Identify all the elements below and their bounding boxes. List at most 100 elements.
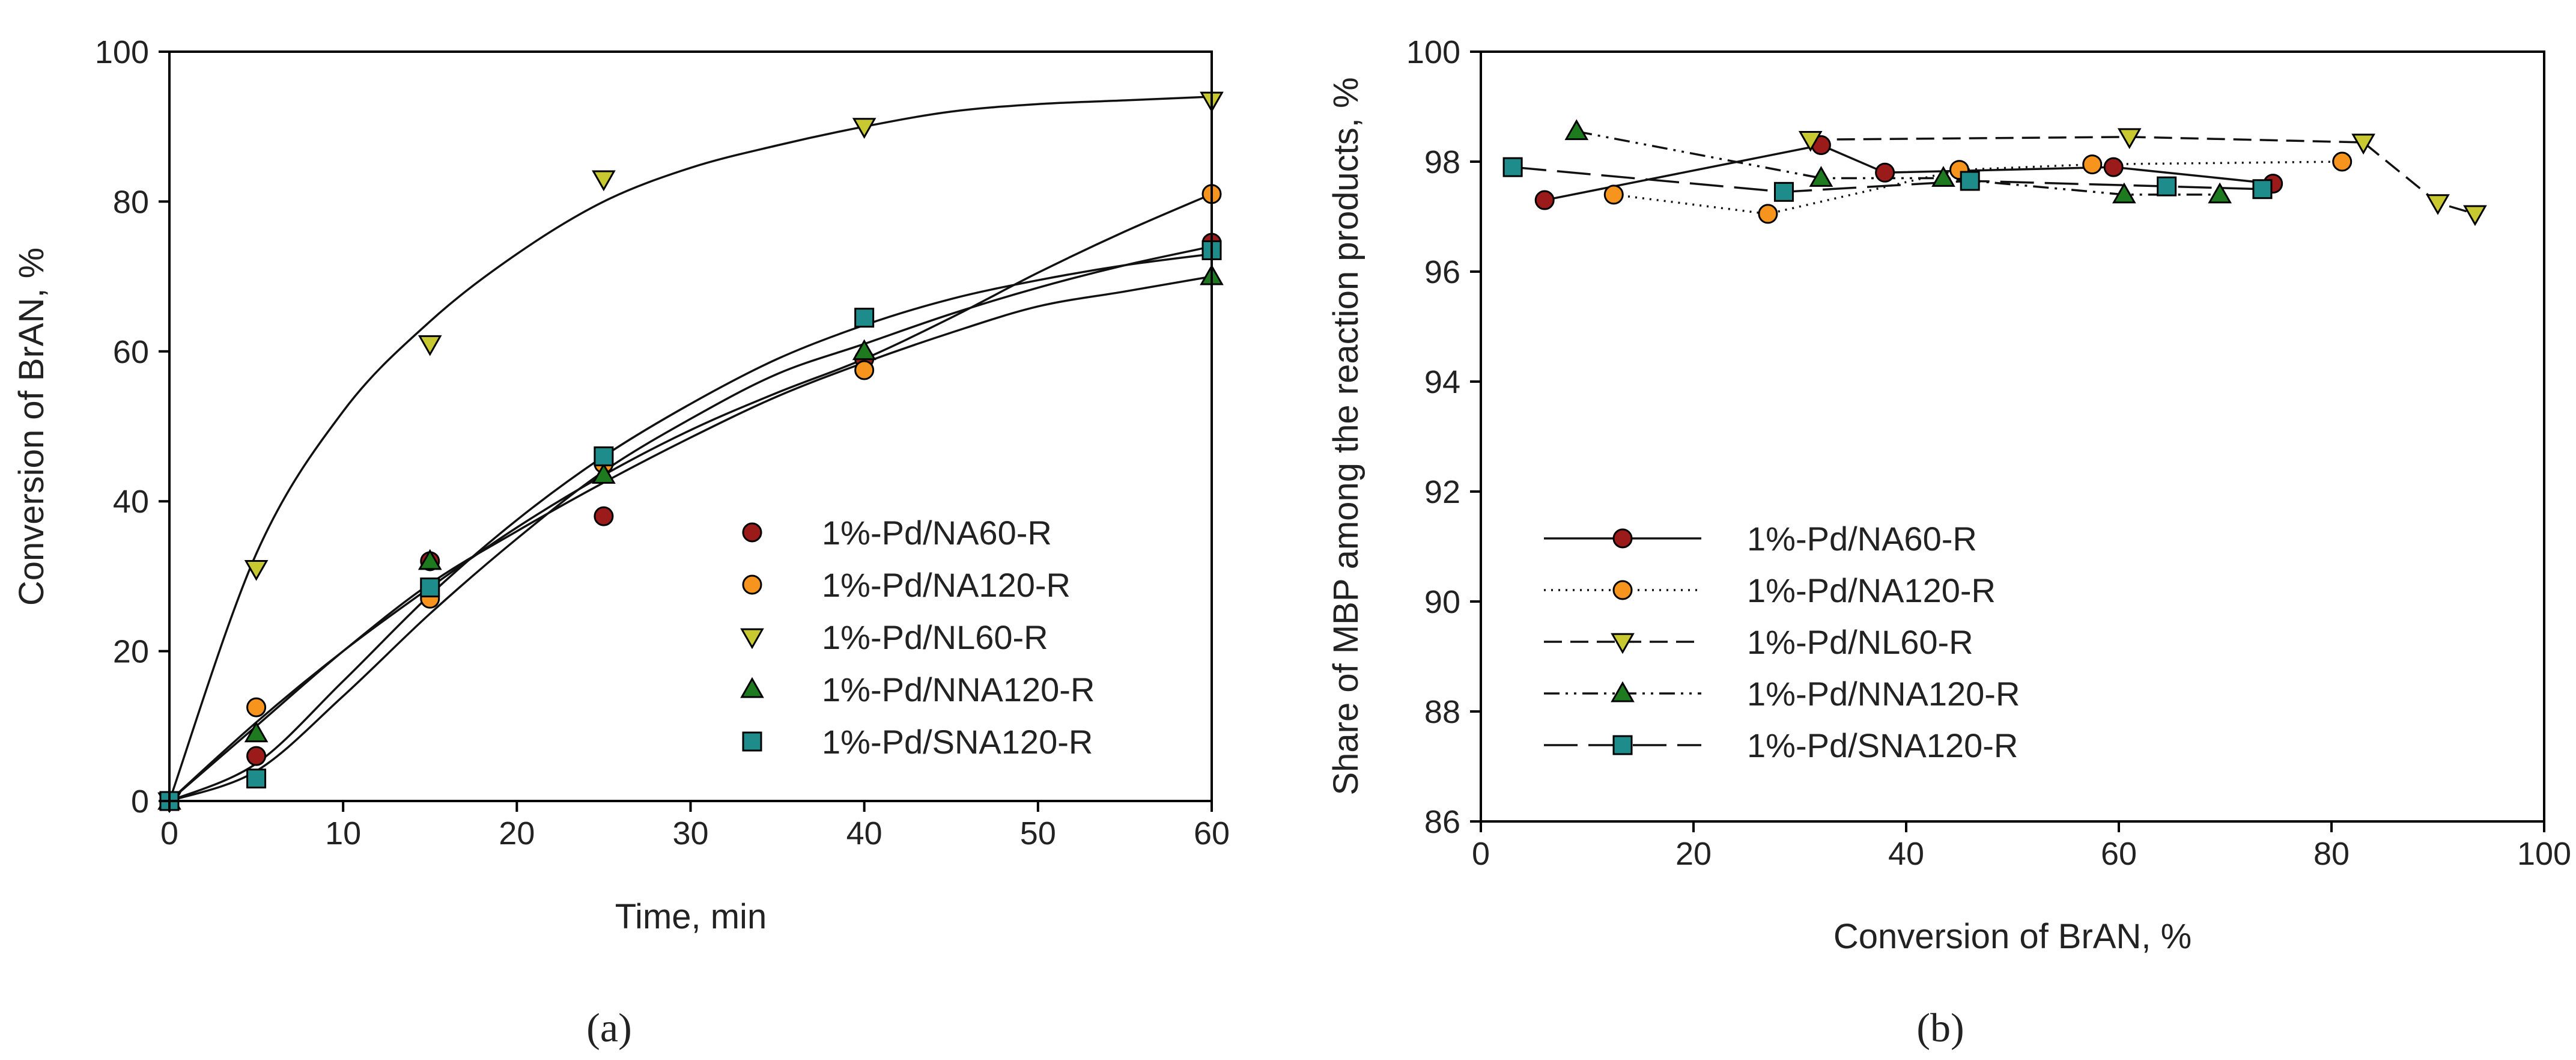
fit-curve-1-pd-sna120-r — [169, 252, 1212, 802]
point-1-pd-na120-r — [854, 360, 875, 380]
chart-b-x-tick-label: 60 — [2101, 836, 2137, 872]
point-1-pd-sna120-r — [246, 769, 267, 789]
point-1-pd-nl60-r — [244, 559, 269, 581]
series-line-1-pd-nl60-r — [1810, 136, 2476, 215]
point-1-pd-na120-r — [2082, 154, 2103, 175]
point-1-pd-nna120-r — [592, 463, 616, 484]
point-1-pd-sna120-r — [1773, 181, 1794, 202]
point-1-pd-nna120-r — [2112, 182, 2136, 204]
chart-a-y-axis-label: Conversion of BrAN, % — [12, 248, 51, 606]
legend-label-1-pd-sna120-r: 1%-Pd/SNA120-R — [822, 723, 1093, 761]
chart-b-y-tick-label: 100 — [1406, 34, 1460, 70]
chart-a-y-tick-label: 80 — [113, 184, 149, 220]
legend-marker-1-pd-nna120-r — [1611, 681, 1635, 702]
chart-a: 0 10 20 30 40 50 60 0 20 40 60 80 100 Time, min Con… — [12, 34, 1230, 1050]
legend-label-1-pd-na60-r: 1%-Pd/NA60-R — [822, 514, 1052, 552]
chart-b: 0 20 40 60 80 100 86 88 90 92 94 96 98 100 Conversio… — [1326, 34, 2571, 1050]
point-1-pd-sna120-r — [1960, 171, 1980, 191]
legend-marker-1-pd-nna120-r — [740, 677, 764, 698]
point-1-pd-nl60-r — [2351, 133, 2375, 155]
panel-label-a: (a) — [586, 1005, 631, 1050]
chart-a-x-tick-label: 20 — [499, 815, 535, 851]
chart-a-x-axis-label: Time, min — [615, 897, 767, 936]
point-1-pd-nl60-r — [592, 170, 616, 192]
chart-b-y-tick-label: 86 — [1424, 804, 1460, 840]
chart-b-x-tick-label: 40 — [1888, 836, 1924, 872]
point-1-pd-na120-r — [1758, 204, 1778, 224]
point-1-pd-nna120-r — [244, 721, 269, 743]
point-1-pd-na60-r — [2103, 157, 2124, 177]
legend-marker-1-pd-na60-r — [742, 522, 762, 543]
legend-label-1-pd-nl60-r: 1%-Pd/NL60-R — [1747, 623, 1973, 661]
chart-a-y-tick-label: 100 — [95, 34, 149, 70]
point-1-pd-nna120-r — [2208, 182, 2232, 204]
legend-label-1-pd-nna120-r: 1%-Pd/NNA120-R — [822, 671, 1095, 708]
legend-marker-1-pd-na120-r — [1612, 580, 1633, 600]
chart-b-y-tick-label: 98 — [1424, 144, 1460, 180]
fit-curve-1-pd-na60-r — [169, 245, 1212, 802]
chart-b-y-tick-label: 90 — [1424, 584, 1460, 620]
point-1-pd-sna120-r — [2252, 179, 2273, 200]
point-1-pd-nna120-r — [1931, 166, 1955, 187]
legend-marker-1-pd-na120-r — [742, 574, 762, 595]
chart-a-x-tick-label: 50 — [1020, 815, 1056, 851]
point-1-pd-nl60-r — [2117, 128, 2142, 150]
point-1-pd-nna120-r — [1809, 166, 1833, 187]
legend-label-1-pd-nl60-r: 1%-Pd/NL60-R — [822, 618, 1048, 656]
legend-label-1-pd-na60-r: 1%-Pd/NA60-R — [1747, 520, 1977, 558]
chart-a-x-tick-label: 10 — [325, 815, 361, 851]
chart-a-y-tick-label: 20 — [113, 634, 149, 670]
point-1-pd-na60-r — [1875, 162, 1895, 183]
point-1-pd-na120-r — [2332, 151, 2353, 172]
legend-marker-1-pd-nl60-r — [740, 628, 764, 650]
panel-label-b: (b) — [1916, 1005, 1964, 1050]
chart-b-x-axis-label: Conversion of BrAN, % — [1833, 917, 2192, 956]
point-1-pd-sna120-r — [420, 577, 440, 598]
point-1-pd-nl60-r — [418, 335, 442, 356]
legend-marker-1-pd-na60-r — [1612, 528, 1633, 549]
chart-b-plot-frame — [1480, 50, 2545, 823]
fit-curve-1-pd-nna120-r — [168, 275, 1212, 802]
legend-label-1-pd-sna120-r: 1%-Pd/SNA120-R — [1747, 726, 2018, 764]
point-1-pd-na120-r — [1603, 184, 1624, 205]
point-1-pd-na60-r — [246, 746, 267, 766]
point-1-pd-na60-r — [1534, 190, 1555, 210]
point-1-pd-sna120-r — [2157, 176, 2177, 196]
chart-a-x-tick-label: 30 — [672, 815, 708, 851]
legend-marker-1-pd-sna120-r — [1612, 735, 1633, 755]
chart-b-y-tick-label: 88 — [1424, 694, 1460, 730]
point-1-pd-sna120-r — [1502, 157, 1523, 177]
chart-b-x-tick-label: 20 — [1675, 836, 1712, 872]
point-1-pd-nna120-r — [1564, 119, 1589, 141]
point-1-pd-na60-r — [594, 506, 614, 526]
point-1-pd-nl60-r — [2426, 194, 2450, 215]
chart-a-y-tick-label: 0 — [131, 784, 149, 820]
legend-label-1-pd-na120-r: 1%-Pd/NA120-R — [822, 566, 1071, 604]
point-1-pd-nna120-r — [418, 549, 442, 570]
chart-a-y-tick-label: 40 — [113, 484, 149, 520]
point-1-pd-nna120-r — [852, 339, 876, 361]
fit-curve-1-pd-nl60-r — [168, 96, 1212, 802]
series-line-1-pd-nna120-r — [1576, 130, 2220, 196]
chart-a-y-tick-label: 60 — [113, 334, 149, 370]
chart-a-x-tick-label: 60 — [1194, 815, 1230, 851]
point-1-pd-sna120-r — [854, 308, 875, 328]
chart-a-x-tick-label: 40 — [846, 815, 882, 851]
point-1-pd-sna120-r — [594, 446, 614, 466]
chart-b-x-tick-label: 100 — [2517, 836, 2571, 872]
point-1-pd-nl60-r — [2463, 205, 2487, 227]
chart-b-y-tick-label: 92 — [1424, 474, 1460, 510]
chart-b-x-tick-label: 80 — [2313, 836, 2350, 872]
fit-curve-1-pd-na120-r — [168, 193, 1212, 802]
point-1-pd-nl60-r — [852, 118, 876, 139]
legend-label-1-pd-nna120-r: 1%-Pd/NNA120-R — [1747, 675, 2020, 713]
point-1-pd-na120-r — [246, 697, 267, 717]
legend-marker-1-pd-nl60-r — [1611, 633, 1635, 654]
chart-b-x-tick-label: 0 — [1472, 836, 1490, 872]
chart-b-y-tick-label: 94 — [1424, 364, 1460, 400]
legend-marker-1-pd-sna120-r — [742, 731, 762, 752]
chart-b-y-tick-label: 96 — [1424, 254, 1460, 290]
point-1-pd-nl60-r — [1798, 130, 1823, 152]
legend-label-1-pd-na120-r: 1%-Pd/NA120-R — [1747, 571, 1996, 609]
